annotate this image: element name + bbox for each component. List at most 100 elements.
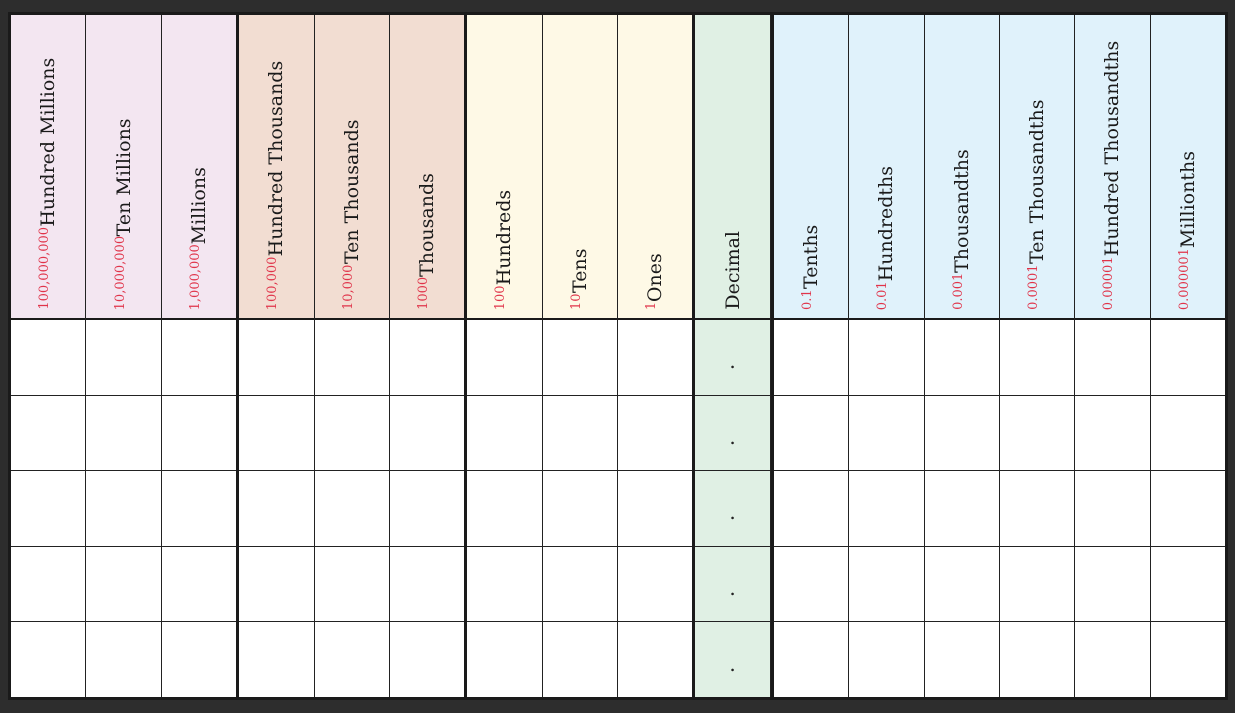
digit-cell[interactable] — [999, 621, 1075, 697]
digit-cell[interactable] — [1075, 545, 1150, 622]
digit-cell[interactable] — [86, 621, 161, 697]
digit-cell[interactable] — [314, 621, 389, 697]
header-label-group: Thousands 1000 — [415, 173, 439, 310]
digit-cell[interactable] — [11, 320, 85, 395]
digit-cell[interactable] — [239, 394, 314, 471]
digit-cell[interactable] — [1075, 320, 1149, 395]
digit-cell[interactable] — [467, 545, 542, 622]
digit-cell[interactable] — [924, 470, 999, 546]
digit-cell[interactable] — [389, 394, 465, 471]
digit-cell[interactable] — [1151, 320, 1225, 395]
digit-cell[interactable] — [924, 394, 999, 471]
column-cells — [773, 320, 849, 697]
digit-cell[interactable] — [618, 320, 692, 395]
digit-cell[interactable] — [467, 470, 542, 546]
header-label-group: Hundreds 100 — [492, 190, 516, 310]
digit-cell[interactable] — [1150, 621, 1225, 697]
digit-cell[interactable] — [314, 394, 389, 471]
digit-cell[interactable] — [162, 320, 236, 395]
digit-cell[interactable] — [239, 320, 313, 395]
digit-cell[interactable] — [11, 394, 86, 471]
digit-cell[interactable] — [618, 545, 693, 622]
digit-cell[interactable] — [467, 621, 542, 697]
digit-cell[interactable] — [161, 394, 237, 471]
column-header: Hundred Thousandths 0.00001 — [1075, 15, 1150, 320]
column-tens: Tens 10 — [541, 15, 617, 697]
digit-cell[interactable] — [849, 394, 924, 471]
digit-cell[interactable] — [618, 621, 693, 697]
digit-cell[interactable] — [467, 394, 542, 471]
digit-cell[interactable] — [1075, 394, 1150, 471]
digit-cell[interactable] — [924, 621, 999, 697]
digit-cell[interactable] — [11, 470, 86, 546]
digit-cell[interactable] — [389, 470, 465, 546]
digit-cell[interactable] — [314, 545, 389, 622]
column-value: 1000 — [416, 276, 432, 310]
digit-cell[interactable] — [1075, 621, 1150, 697]
digit-cell[interactable] — [774, 320, 848, 395]
digit-cell[interactable] — [390, 320, 464, 395]
digit-cell[interactable] — [161, 545, 237, 622]
digit-cell[interactable] — [999, 470, 1075, 546]
header-label-group: Hundredths 0.01 — [874, 166, 898, 310]
column-ones: Ones 1 — [617, 15, 693, 697]
digit-cell[interactable] — [239, 621, 314, 697]
column-cells — [314, 320, 389, 697]
digit-cell[interactable] — [1150, 394, 1225, 471]
digit-cell[interactable] — [773, 394, 849, 471]
column-value: 0.1 — [799, 289, 815, 310]
column-cells — [389, 320, 465, 697]
digit-cell[interactable] — [1150, 470, 1225, 546]
digit-cell[interactable] — [86, 320, 160, 395]
column-thousandths: Thousandths 0.001 — [923, 15, 999, 697]
digit-cell[interactable] — [542, 621, 617, 697]
digit-cell[interactable] — [618, 470, 693, 546]
digit-cell[interactable] — [1150, 545, 1225, 622]
header-label-group: Ones 1 — [643, 253, 667, 310]
digit-cell[interactable] — [924, 545, 999, 622]
digit-cell[interactable] — [467, 320, 541, 395]
header-label-group: Millionths 0.000001 — [1176, 151, 1200, 310]
digit-cell[interactable] — [773, 621, 849, 697]
column-value: 100,000 — [265, 256, 281, 310]
decimal-cell: . — [695, 320, 770, 395]
digit-cell[interactable] — [86, 470, 161, 546]
digit-cell[interactable] — [543, 320, 617, 395]
digit-cell[interactable] — [773, 545, 849, 622]
digit-cell[interactable] — [11, 545, 86, 622]
digit-cell[interactable] — [999, 394, 1075, 471]
column-cells — [1075, 320, 1150, 697]
column-name: Ten Thousandths — [1026, 100, 1049, 265]
decimal-cell: . — [695, 621, 770, 697]
digit-cell[interactable] — [849, 470, 924, 546]
digit-cell[interactable] — [86, 545, 161, 622]
digit-cell[interactable] — [239, 470, 314, 546]
digit-cell[interactable] — [849, 320, 923, 395]
digit-cell[interactable] — [314, 470, 389, 546]
digit-cell[interactable] — [542, 470, 617, 546]
column-header: Ten Millions 10,000,000 — [86, 15, 161, 320]
digit-cell[interactable] — [389, 545, 465, 622]
digit-cell[interactable] — [542, 545, 617, 622]
digit-cell[interactable] — [389, 621, 465, 697]
digit-cell[interactable] — [999, 545, 1075, 622]
digit-cell[interactable] — [849, 545, 924, 622]
digit-cell[interactable] — [161, 470, 237, 546]
digit-cell[interactable] — [315, 320, 389, 395]
digit-cell[interactable] — [86, 394, 161, 471]
digit-cell[interactable] — [542, 394, 617, 471]
column-cells — [239, 320, 314, 697]
digit-cell[interactable] — [161, 621, 237, 697]
digit-cell[interactable] — [239, 545, 314, 622]
column-name: Hundred Thousands — [265, 60, 288, 257]
digit-cell[interactable] — [1000, 320, 1074, 395]
digit-cell[interactable] — [11, 621, 86, 697]
column-name: Tenths — [799, 225, 822, 290]
digit-cell[interactable] — [618, 394, 693, 471]
column-value: 10 — [568, 293, 584, 310]
column-header: Ten Thousandths 0.0001 — [999, 15, 1075, 320]
digit-cell[interactable] — [1075, 470, 1150, 546]
digit-cell[interactable] — [849, 621, 924, 697]
digit-cell[interactable] — [925, 320, 999, 395]
digit-cell[interactable] — [773, 470, 849, 546]
